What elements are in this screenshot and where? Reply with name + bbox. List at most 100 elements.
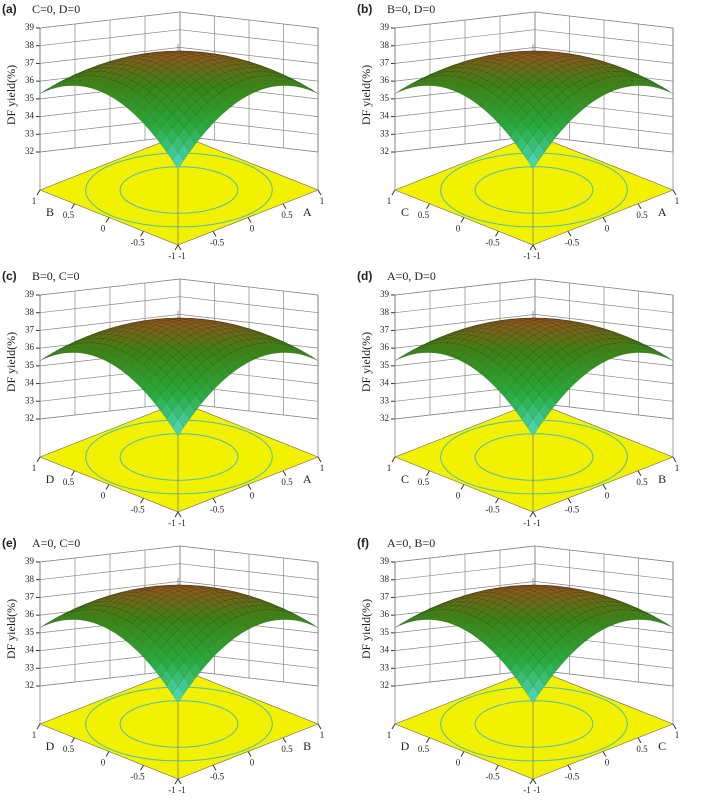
surface-cell xyxy=(458,606,471,613)
surface-cell xyxy=(498,594,511,601)
x-tick xyxy=(532,778,537,785)
surface-cell xyxy=(394,620,407,628)
x-tick xyxy=(637,470,642,477)
x-tick-label: 0.5 xyxy=(281,210,293,220)
z-tick-label: 32 xyxy=(25,680,34,690)
surface-cell xyxy=(265,601,278,607)
surface-cell xyxy=(62,614,76,621)
surface-cell xyxy=(452,351,465,360)
surface-cell xyxy=(649,80,662,88)
x-tick xyxy=(177,511,182,518)
z-tick-label: 39 xyxy=(25,556,35,566)
grid-line xyxy=(394,545,674,563)
contour xyxy=(440,686,628,762)
x-tick xyxy=(282,470,287,477)
surface-cell xyxy=(108,88,121,100)
surface-cell xyxy=(306,86,319,94)
z-axis-label: DF yield(%) xyxy=(4,332,18,392)
panel-title: C=0, D=0 xyxy=(32,2,80,16)
surface xyxy=(39,50,319,170)
surface-cell xyxy=(288,348,301,355)
x-axis-label: B xyxy=(658,472,666,486)
panel-label: (b) xyxy=(357,2,372,16)
y-tick xyxy=(495,764,499,771)
surface-cell xyxy=(92,64,104,70)
surface-cell xyxy=(253,605,267,611)
surface-cell xyxy=(643,81,656,88)
surface-cell xyxy=(469,617,482,627)
surface-cell xyxy=(458,353,471,363)
surface-cell xyxy=(515,402,528,420)
y-tick xyxy=(460,751,465,757)
surface-cell xyxy=(544,59,558,66)
surface-cell xyxy=(294,80,307,88)
x-tick-label: -1 xyxy=(178,785,186,795)
surface-cell xyxy=(143,382,156,398)
z-tick-label: 34 xyxy=(380,111,390,121)
y-axis-label: D xyxy=(46,472,55,486)
contour xyxy=(85,152,273,228)
y-tick-label: -1 xyxy=(168,518,176,528)
panel: 3233343536373839-1-0.500.51-1-0.500.51CD… xyxy=(357,536,679,795)
surface-cell xyxy=(609,331,621,337)
surface-cell xyxy=(417,80,431,87)
surface-cell xyxy=(556,649,569,665)
surface-cell xyxy=(406,349,419,357)
x-tick-label: 1 xyxy=(675,196,680,206)
z-tick-label: 33 xyxy=(380,662,390,672)
surface-cell xyxy=(400,618,413,626)
surface-cell xyxy=(509,662,522,679)
z-tick-label: 38 xyxy=(25,307,35,317)
x-tick-label: -0.5 xyxy=(565,237,580,247)
surface-cell xyxy=(254,331,266,337)
surface-cell xyxy=(463,597,477,603)
x-tick xyxy=(672,189,677,196)
surface-cell xyxy=(556,327,569,334)
contour xyxy=(85,686,273,762)
surface-cell xyxy=(39,620,52,628)
surface-cell xyxy=(143,340,156,350)
x-tick xyxy=(317,456,322,463)
x-axis-label: C xyxy=(658,739,666,753)
surface-cell xyxy=(539,50,552,53)
surface-cell xyxy=(120,327,133,333)
x-tick-label: 0.5 xyxy=(281,744,293,754)
x-tick-label: -1 xyxy=(533,251,541,261)
surface-cell xyxy=(265,68,278,74)
surface-cell xyxy=(108,607,122,615)
y-tick xyxy=(529,244,534,251)
surface-cell xyxy=(137,376,150,391)
surface-cell xyxy=(608,605,622,611)
surface-cell xyxy=(475,599,488,605)
surface-cell xyxy=(160,669,173,687)
x-tick xyxy=(247,484,252,490)
surface-cell xyxy=(114,603,127,610)
surface-cell xyxy=(539,584,552,587)
z-tick-label: 33 xyxy=(380,128,390,138)
surface-cell xyxy=(475,327,488,333)
surface-cell xyxy=(103,86,116,96)
surface-cell xyxy=(288,81,301,88)
surface-cell xyxy=(533,322,546,327)
grid-line xyxy=(394,11,674,29)
x-tick xyxy=(247,217,252,223)
surface-cell xyxy=(201,115,214,131)
contour xyxy=(474,166,594,214)
surface-cell xyxy=(201,594,214,601)
x-tick-label: 1 xyxy=(320,730,325,740)
surface-cell xyxy=(504,108,517,123)
surface-cell xyxy=(643,615,656,622)
surface-cell xyxy=(178,55,191,60)
surface-cell xyxy=(463,355,476,367)
surface-cell xyxy=(435,602,448,608)
surface-cell xyxy=(45,618,58,626)
surface-cell xyxy=(509,395,522,412)
panel: 3233343536373839-1-0.500.51-1-0.500.51AB… xyxy=(2,2,324,261)
grid-line xyxy=(39,29,319,47)
y-tick-label: 1 xyxy=(32,463,37,473)
y-tick xyxy=(426,203,430,210)
surface-cell xyxy=(516,584,529,587)
surface-cell xyxy=(539,317,552,320)
surface-cell xyxy=(556,382,569,398)
x-tick xyxy=(637,203,642,210)
